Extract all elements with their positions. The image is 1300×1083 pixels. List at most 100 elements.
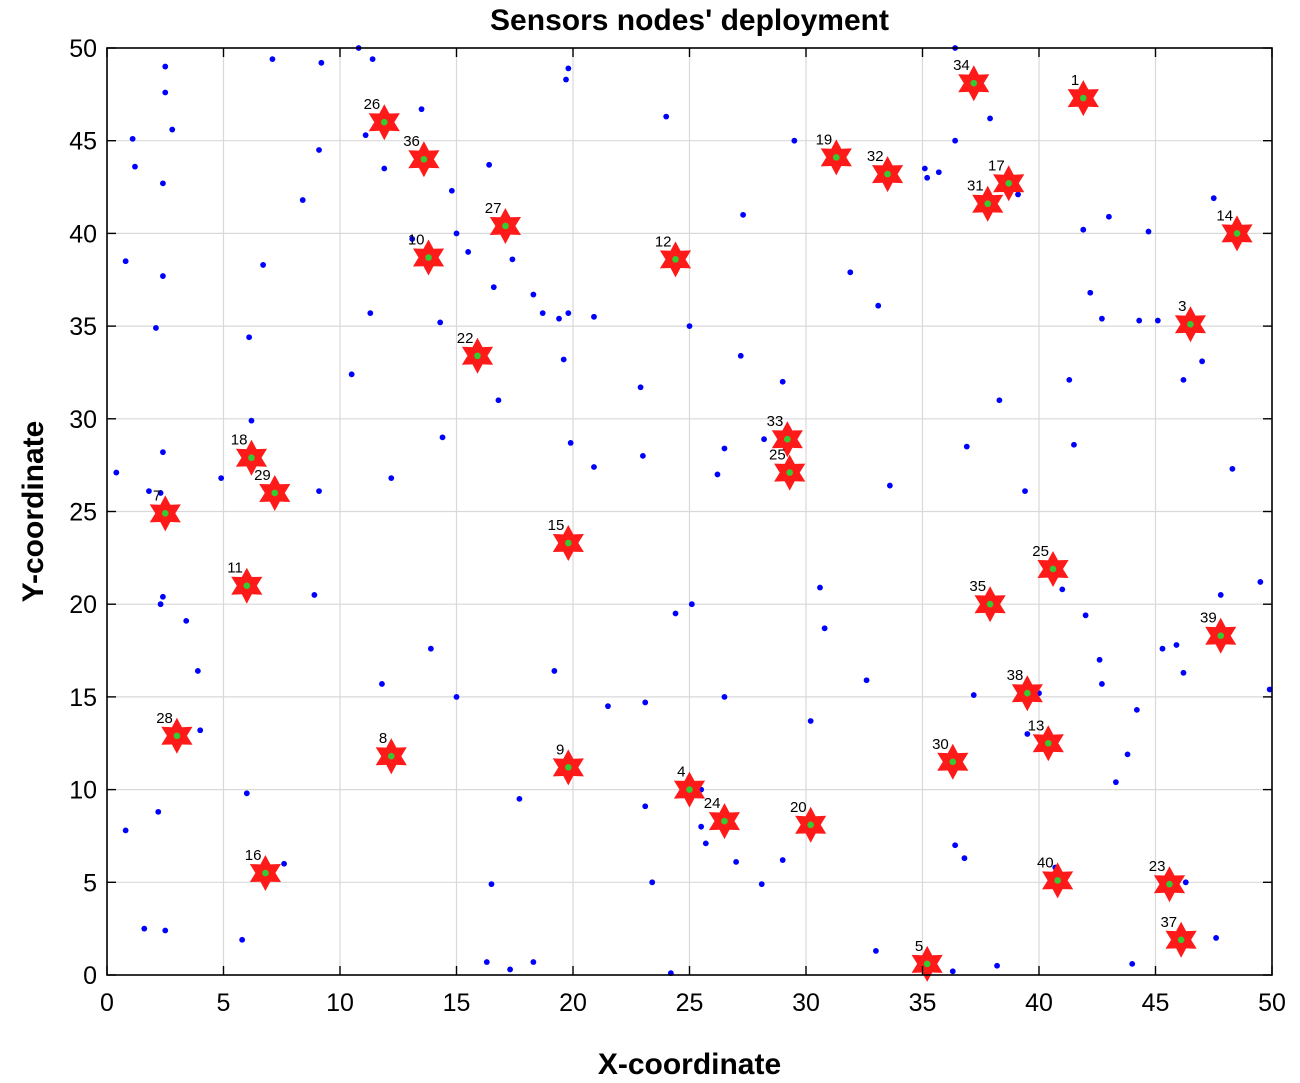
cluster-head-center	[923, 960, 931, 968]
cluster-head-center	[807, 821, 814, 829]
cluster-head-center	[380, 118, 388, 126]
sensor-node-point	[688, 601, 695, 608]
cluster-head-label: 26	[364, 96, 381, 113]
cluster-head-center	[1049, 565, 1057, 573]
x-tick-label: 0	[100, 989, 114, 1017]
cluster-head-17: 17	[988, 157, 1025, 202]
sensor-node-point	[1024, 731, 1031, 737]
sensor-node-point	[560, 356, 567, 363]
cluster-head-label: 8	[379, 730, 387, 747]
sensor-node-point	[539, 310, 546, 317]
sensor-node-point	[316, 488, 322, 495]
sensor-node-point	[1059, 586, 1066, 593]
cluster-head-center	[502, 222, 509, 230]
sensor-node-point	[702, 840, 709, 847]
x-tick-label: 35	[909, 989, 937, 1017]
x-axis-label: X-coordinate	[598, 1048, 781, 1081]
sensor-node-point	[886, 482, 893, 489]
cluster-head-13: 13	[1028, 717, 1064, 762]
cluster-head-label: 25	[769, 447, 786, 464]
sensor-node-point	[248, 417, 255, 424]
cluster-head-23: 23	[1149, 858, 1186, 903]
sensor-node-point	[530, 291, 537, 298]
sensor-node-point	[1124, 751, 1131, 758]
y-tick-label: 10	[69, 777, 97, 805]
cluster-head-3: 3	[1174, 298, 1206, 343]
sensor-node-point	[453, 694, 460, 700]
sensor-node-point	[1213, 935, 1219, 941]
cluster-head-label: 17	[988, 157, 1005, 174]
sensor-node-point	[146, 488, 152, 495]
cluster-head-center	[1217, 632, 1225, 640]
cluster-head-4: 4	[673, 764, 706, 808]
sensor-node-point	[129, 135, 136, 142]
cluster-head-label: 5	[915, 938, 923, 955]
cluster-head-center	[271, 489, 279, 497]
cluster-head-center	[1005, 180, 1013, 187]
cluster-head-center	[425, 254, 432, 261]
sensor-node-point	[863, 677, 870, 684]
sensor-node-point	[921, 165, 928, 172]
cluster-head-center	[786, 469, 793, 476]
sensor-node-point	[1096, 656, 1103, 663]
cluster-head-center	[262, 869, 269, 877]
sensor-node-point	[1229, 465, 1236, 472]
cluster-head-center	[565, 764, 572, 771]
sensor-node-point	[1106, 213, 1112, 220]
sensor-node-point	[935, 169, 942, 176]
cluster-head-label: 16	[245, 847, 262, 864]
sensor-node-point	[122, 258, 129, 265]
y-tick-label: 30	[69, 406, 97, 434]
cluster-head-center	[1233, 230, 1241, 237]
sensor-node-point	[1066, 376, 1073, 383]
cluster-heads: 1345789101112131415161718192022232425262…	[149, 57, 1253, 982]
cluster-head-14: 14	[1216, 207, 1253, 252]
cluster-head-label: 28	[156, 710, 173, 727]
cluster-head-label: 9	[556, 741, 564, 758]
cluster-head-label: 23	[1149, 858, 1166, 875]
cluster-head-center	[173, 732, 181, 740]
sensor-node-point	[122, 827, 129, 834]
cluster-head-33: 33	[767, 413, 803, 458]
cluster-head-label: 33	[767, 413, 784, 430]
sensor-node-point	[737, 352, 744, 359]
cluster-head-38: 38	[1007, 667, 1043, 712]
cluster-head-27: 27	[485, 200, 521, 244]
sensor-node-point	[160, 273, 166, 279]
cluster-head-label: 11	[227, 560, 243, 577]
y-tick-label: 35	[69, 313, 97, 341]
sensor-node-point	[437, 319, 444, 326]
sensor-node-point	[153, 325, 159, 331]
sensor-node-point	[551, 668, 558, 674]
sensor-node-point	[1099, 681, 1105, 687]
sensor-node-point	[1217, 592, 1224, 598]
sensor-node-point	[113, 469, 120, 476]
sensor-node-point	[952, 842, 959, 849]
sensor-node-point	[169, 126, 176, 133]
x-tick-label: 30	[792, 989, 820, 1017]
sensor-node-point	[1210, 195, 1217, 202]
cluster-head-center	[161, 510, 169, 517]
cluster-head-center	[1054, 877, 1061, 884]
sensor-node-point	[761, 436, 767, 443]
sensor-node-point	[318, 59, 325, 66]
cluster-head-center	[1045, 739, 1052, 747]
sensor-node-point	[987, 115, 993, 122]
sensor-node-point	[160, 449, 166, 456]
x-tick-label: 25	[676, 989, 704, 1017]
cluster-head-label: 29	[254, 467, 271, 484]
sensor-node-point	[367, 310, 374, 317]
cluster-head-center	[474, 352, 481, 360]
cluster-head-center	[565, 539, 572, 547]
sensor-node-point	[733, 859, 739, 865]
sensor-node-point	[963, 443, 970, 450]
cluster-head-8: 8	[375, 730, 407, 775]
cluster-head-center	[784, 435, 791, 443]
cluster-head-28: 28	[156, 710, 193, 754]
cluster-head-22: 22	[457, 330, 494, 374]
sensor-node-point	[516, 795, 523, 802]
sensor-node-point	[141, 925, 148, 932]
sensor-node-point	[362, 132, 369, 139]
sensor-node-point	[686, 323, 693, 329]
